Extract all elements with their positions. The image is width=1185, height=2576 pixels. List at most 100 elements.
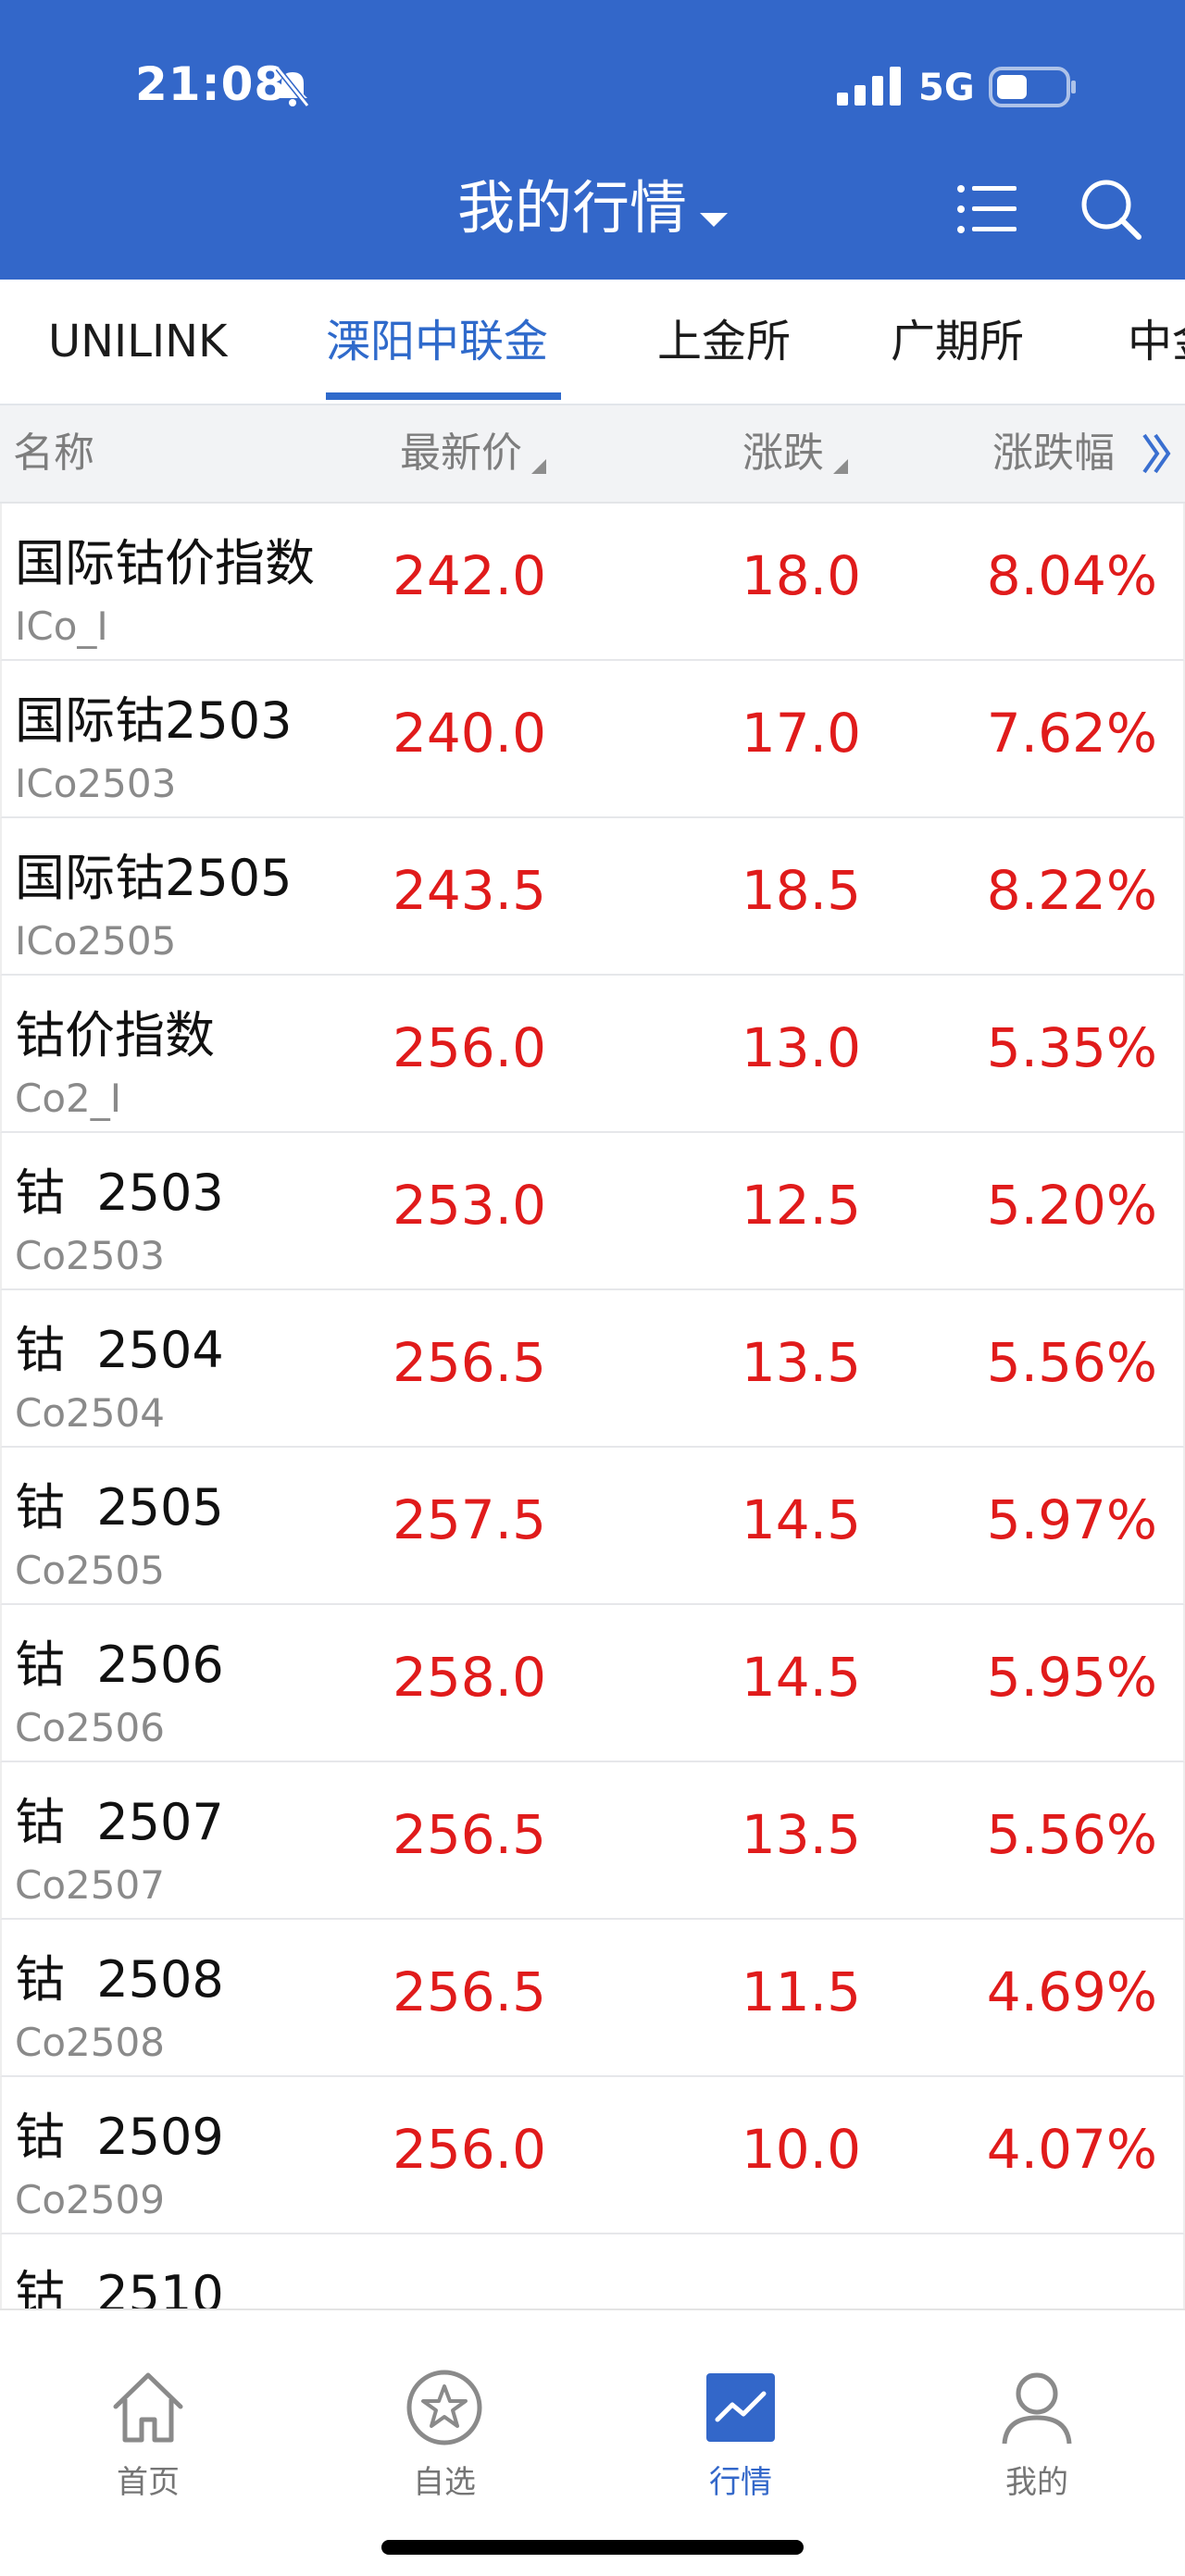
instrument-code: ICo2505 — [15, 918, 177, 964]
change-percent: 8.22% — [986, 859, 1157, 922]
table-row[interactable]: 国际钴价指数 ICo_I 242.0 18.0 8.04% — [0, 504, 1185, 661]
instrument-name: 钴 2507 — [15, 1793, 224, 1851]
active-tab-indicator — [326, 392, 561, 400]
latest-price: 242.0 — [392, 544, 546, 607]
tab-gfex[interactable]: 广期所 — [891, 316, 1025, 367]
instrument-name: 国际钴2505 — [15, 849, 293, 907]
home-indicator[interactable] — [381, 2540, 804, 2555]
latest-price: 257.5 — [392, 1488, 546, 1551]
signal-icon — [837, 67, 901, 106]
price-change: 10.0 — [741, 2118, 861, 2181]
change-percent: 5.35% — [986, 1016, 1157, 1079]
table-row[interactable]: 钴 2503 Co2503 253.0 12.5 5.20% — [0, 1133, 1185, 1290]
caret-down-icon[interactable] — [700, 213, 728, 227]
col-pct[interactable]: 涨跌幅 — [992, 429, 1115, 477]
market-tabs: UNILINK 溧阳中联金 上金所 广期所 中金 — [0, 280, 1185, 404]
instrument-name: 钴 2503 — [15, 1164, 224, 1222]
price-change: 11.5 — [741, 1960, 861, 2023]
instrument-name: 国际钴价指数 — [15, 534, 315, 592]
col-name: 名称 — [13, 429, 94, 477]
table-row[interactable]: 国际钴2503 ICo2503 240.0 17.0 7.62% — [0, 661, 1185, 818]
profile-icon — [1002, 2372, 1072, 2445]
table-row[interactable]: 钴 2510 — [0, 2234, 1185, 2308]
tab-more[interactable]: 中金 — [1128, 316, 1185, 367]
change-percent: 4.69% — [986, 1960, 1157, 2023]
home-icon — [113, 2372, 183, 2443]
instrument-name: 钴 2510 — [15, 2265, 224, 2308]
change-percent: 4.07% — [986, 2118, 1157, 2181]
change-percent: 5.20% — [986, 1174, 1157, 1237]
instrument-name: 钴 2509 — [15, 2108, 224, 2166]
latest-price: 240.0 — [392, 702, 546, 765]
instrument-code: Co2_I — [15, 1076, 122, 1121]
table-row[interactable]: 钴 2505 Co2505 257.5 14.5 5.97% — [0, 1448, 1185, 1605]
price-change: 18.5 — [741, 859, 861, 922]
price-change: 17.0 — [741, 702, 861, 765]
instrument-name: 钴 2504 — [15, 1321, 224, 1379]
bottom-nav: 首页 自选 行情 我的 — [0, 2308, 1185, 2576]
price-change: 14.5 — [741, 1646, 861, 1709]
tab-liyang[interactable]: 溧阳中联金 — [326, 316, 549, 367]
instrument-code: Co2508 — [15, 2020, 165, 2065]
instrument-code: Co2503 — [15, 1233, 165, 1278]
instrument-name: 钴 2505 — [15, 1478, 224, 1537]
latest-price: 256.5 — [392, 1331, 546, 1394]
table-row[interactable]: 钴 2508 Co2508 256.5 11.5 4.69% — [0, 1920, 1185, 2077]
col-price-label: 最新价 — [400, 429, 522, 477]
latest-price: 256.0 — [392, 2118, 546, 2181]
price-change: 12.5 — [741, 1174, 861, 1237]
tab-sge[interactable]: 上金所 — [657, 316, 792, 367]
nav-label: 我的 — [1005, 2464, 1068, 2501]
latest-price: 253.0 — [392, 1174, 546, 1237]
instrument-code: Co2509 — [15, 2177, 165, 2222]
tab-unilink[interactable]: UNILINK — [48, 316, 228, 367]
latest-price: 256.5 — [392, 1960, 546, 2023]
quote-list: 国际钴价指数 ICo_I 242.0 18.0 8.04% 国际钴2503 IC… — [0, 504, 1185, 2308]
col-change-label: 涨跌 — [742, 429, 824, 477]
page-title-dropdown[interactable]: 我的行情 — [456, 174, 687, 242]
table-row[interactable]: 钴价指数 Co2_I 256.0 13.0 5.35% — [0, 976, 1185, 1133]
instrument-name: 钴 2506 — [15, 1636, 224, 1694]
price-change: 13.5 — [741, 1803, 861, 1866]
nav-label: 首页 — [117, 2464, 180, 2501]
nav-market[interactable]: 行情 — [648, 2366, 833, 2514]
column-header: 名称 最新价 涨跌 涨跌幅 — [0, 405, 1185, 504]
table-row[interactable]: 钴 2507 Co2507 256.5 13.5 5.56% — [0, 1762, 1185, 1920]
table-row[interactable]: 钴 2509 Co2509 256.0 10.0 4.07% — [0, 2077, 1185, 2234]
price-change: 13.5 — [741, 1331, 861, 1394]
instrument-code: ICo2503 — [15, 761, 177, 806]
latest-price: 258.0 — [392, 1646, 546, 1709]
top-header: 21:08 5G 我的行情 — [0, 0, 1185, 280]
instrument-name: 钴 2508 — [15, 1950, 224, 2009]
sort-icon — [833, 459, 848, 474]
latest-price: 243.5 — [392, 859, 546, 922]
instrument-code: ICo_I — [15, 604, 108, 649]
change-percent: 8.04% — [986, 544, 1157, 607]
tabs-divider — [0, 404, 1185, 405]
table-row[interactable]: 钴 2504 Co2504 256.5 13.5 5.56% — [0, 1290, 1185, 1448]
latest-price: 256.0 — [392, 1016, 546, 1079]
network-label: 5G — [918, 67, 975, 109]
change-percent: 7.62% — [986, 702, 1157, 765]
table-row[interactable]: 钴 2506 Co2506 258.0 14.5 5.95% — [0, 1605, 1185, 1762]
nav-label: 行情 — [709, 2464, 772, 2501]
chart-icon — [706, 2373, 775, 2442]
col-change-sort[interactable]: 涨跌 — [742, 405, 848, 502]
price-change: 14.5 — [741, 1488, 861, 1551]
change-percent: 5.56% — [986, 1331, 1157, 1394]
instrument-name: 国际钴2503 — [15, 691, 293, 750]
nav-profile[interactable]: 我的 — [944, 2366, 1129, 2514]
instrument-code: Co2507 — [15, 1862, 165, 1908]
battery-icon — [989, 67, 1076, 107]
list-menu-icon[interactable] — [954, 176, 1020, 243]
nav-watchlist[interactable]: 自选 — [352, 2366, 537, 2514]
table-row[interactable]: 国际钴2505 ICo2505 243.5 18.5 8.22% — [0, 818, 1185, 976]
star-icon — [406, 2370, 482, 2445]
nav-home[interactable]: 首页 — [56, 2366, 241, 2514]
double-chevron-right-icon[interactable] — [1139, 428, 1176, 479]
latest-price: 256.5 — [392, 1803, 546, 1866]
col-price-sort[interactable]: 最新价 — [400, 405, 546, 502]
instrument-code: Co2504 — [15, 1390, 165, 1436]
search-icon[interactable] — [1078, 176, 1144, 243]
change-percent: 5.95% — [986, 1646, 1157, 1709]
